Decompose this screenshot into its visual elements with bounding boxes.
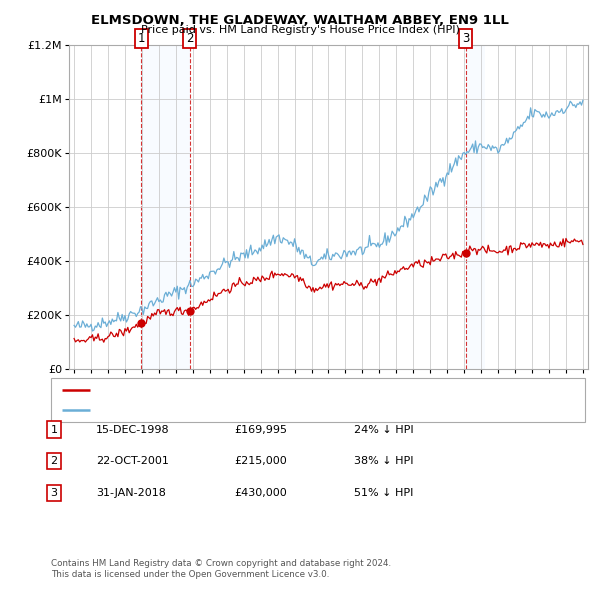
Text: 1: 1: [50, 425, 58, 434]
Text: Contains HM Land Registry data © Crown copyright and database right 2024.: Contains HM Land Registry data © Crown c…: [51, 559, 391, 568]
Text: £169,995: £169,995: [234, 425, 287, 434]
Text: 3: 3: [462, 32, 469, 45]
Text: £215,000: £215,000: [234, 457, 287, 466]
Text: 2: 2: [186, 32, 193, 45]
Text: 15-DEC-1998: 15-DEC-1998: [96, 425, 170, 434]
Text: 22-OCT-2001: 22-OCT-2001: [96, 457, 169, 466]
Text: 38% ↓ HPI: 38% ↓ HPI: [354, 457, 413, 466]
Text: ELMSDOWN, THE GLADEWAY, WALTHAM ABBEY, EN9 1LL: ELMSDOWN, THE GLADEWAY, WALTHAM ABBEY, E…: [91, 14, 509, 27]
Text: 31-JAN-2018: 31-JAN-2018: [96, 489, 166, 498]
Bar: [466, 45, 485, 369]
Text: £430,000: £430,000: [234, 489, 287, 498]
Text: This data is licensed under the Open Government Licence v3.0.: This data is licensed under the Open Gov…: [51, 571, 329, 579]
Text: Price paid vs. HM Land Registry's House Price Index (HPI): Price paid vs. HM Land Registry's House …: [140, 25, 460, 35]
Bar: [141, 45, 190, 369]
Text: 51% ↓ HPI: 51% ↓ HPI: [354, 489, 413, 498]
Text: ELMSDOWN, THE GLADEWAY, WALTHAM ABBEY, EN9 1LL (detached house): ELMSDOWN, THE GLADEWAY, WALTHAM ABBEY, E…: [96, 385, 485, 395]
Text: 24% ↓ HPI: 24% ↓ HPI: [354, 425, 413, 434]
Text: HPI: Average price, detached house, Epping Forest: HPI: Average price, detached house, Eppi…: [96, 405, 360, 415]
Text: 1: 1: [137, 32, 145, 45]
Text: 3: 3: [50, 489, 58, 498]
Text: 2: 2: [50, 457, 58, 466]
